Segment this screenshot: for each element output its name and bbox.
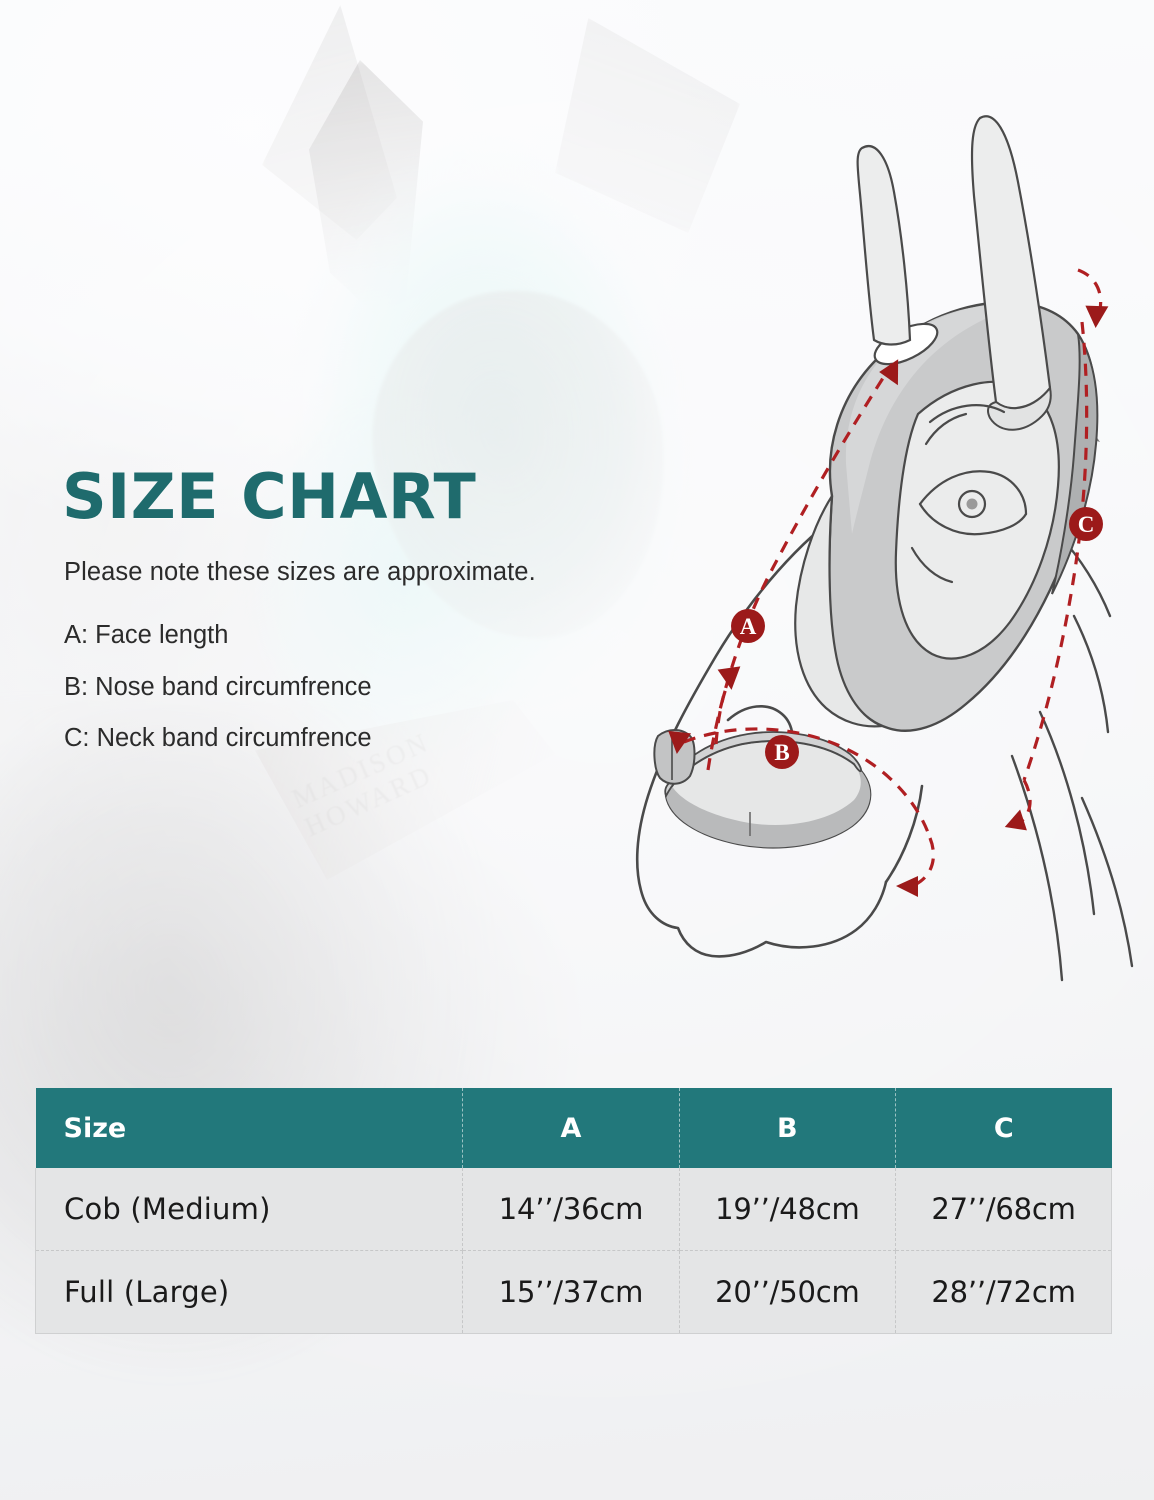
measurement-line-b: [683, 727, 932, 839]
measurement-arrowheads: [668, 305, 1109, 897]
svg-text:B: B: [774, 740, 789, 765]
size-table: Size A B C Cob (Medium) 14’’/36cm 19’’/4…: [34, 1088, 1112, 1334]
horse-eye: [910, 404, 1028, 584]
row-cob-value-b: 19’’/48cm: [679, 1168, 897, 1251]
legend-item-a: A: Face length: [64, 621, 229, 649]
horse-ear-left: [856, 145, 912, 346]
row-cob-value-a: 14’’/36cm: [462, 1168, 680, 1251]
measurement-line-c-main: [1022, 321, 1089, 781]
column-header-b: B: [679, 1088, 897, 1168]
svg-text:A: A: [740, 614, 757, 639]
marker-badge-a: A: [731, 609, 765, 643]
headline-block: SIZE CHART Please note these sizes are a…: [62, 466, 536, 752]
measurement-legend: A: Face length B: Nose band circumfrence…: [64, 621, 536, 752]
horse-fly-mask-diagram: A B C: [600, 96, 1154, 1006]
row-full-value-a: 15’’/37cm: [462, 1250, 680, 1334]
measurement-line-c: [1077, 268, 1103, 325]
measurement-lines: [683, 268, 1103, 888]
measurement-line-a-drop: [714, 677, 732, 745]
row-full-value-b: 20’’/50cm: [679, 1250, 897, 1334]
row-full-value-c: 28’’/72cm: [895, 1250, 1112, 1334]
marker-badge-c: C: [1069, 507, 1103, 541]
size-table-header-row: Size A B C: [35, 1088, 1112, 1168]
size-table-body: Cob (Medium) 14’’/36cm 19’’/48cm 27’’/68…: [34, 1168, 1112, 1334]
page-title: SIZE CHART: [62, 460, 477, 533]
horse-neck-lines: [1010, 534, 1134, 982]
column-header-size: Size: [35, 1088, 464, 1168]
horse-ear-right: [970, 115, 1052, 431]
page-subtitle: Please note these sizes are approximate.: [64, 558, 536, 586]
measurement-line-a: [706, 363, 894, 771]
row-full-size-label: Full (Large): [34, 1250, 464, 1334]
table-row: Cob (Medium) 14’’/36cm 19’’/48cm 27’’/68…: [34, 1168, 1112, 1251]
legend-item-c: C: Neck band circumfrence: [64, 724, 372, 752]
size-table-head: Size A B C: [35, 1088, 1112, 1168]
marker-badge-b: B: [765, 735, 799, 769]
mask-nose-band: [653, 729, 872, 849]
legend-item-b: B: Nose band circumfrence: [64, 672, 372, 701]
size-table-container: Size A B C Cob (Medium) 14’’/36cm 19’’/4…: [34, 1088, 1112, 1334]
column-header-a: A: [462, 1088, 680, 1168]
fly-mask-body: [794, 300, 1099, 732]
column-header-c: C: [895, 1088, 1112, 1168]
table-row: Full (Large) 15’’/37cm 20’’/50cm 28’’/72…: [34, 1250, 1112, 1334]
row-cob-value-c: 27’’/68cm: [895, 1168, 1112, 1251]
svg-text:C: C: [1078, 512, 1095, 537]
row-cob-size-label: Cob (Medium): [34, 1168, 464, 1251]
